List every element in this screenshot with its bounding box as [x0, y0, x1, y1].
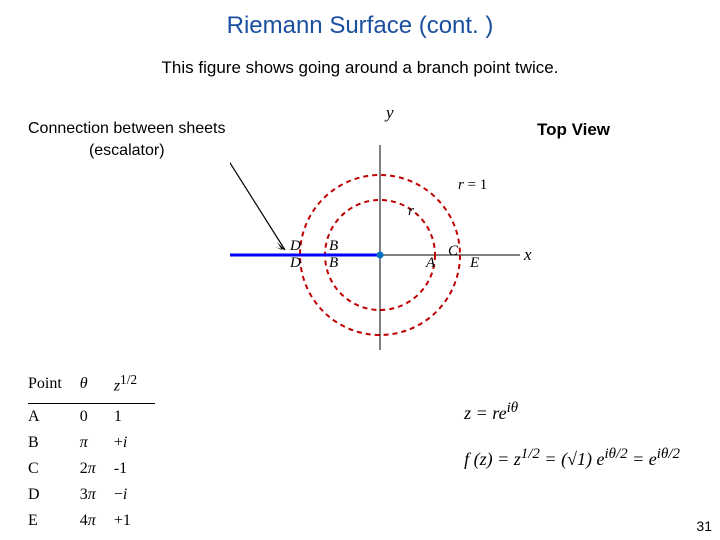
point-B-upper-label: B — [329, 238, 338, 255]
table-header-row: Point θ z1/2 — [28, 370, 155, 404]
page-number: 31 — [696, 518, 712, 534]
subtitle: This figure shows going around a branch … — [0, 58, 720, 78]
point-B-lower-label: B — [329, 255, 338, 272]
point-C-label: C — [448, 243, 458, 260]
cell: π — [80, 434, 88, 451]
formulas: z = reiθ f (z) = z1/2 = (√1) eiθ/2 = eiθ… — [464, 390, 680, 482]
table-row: C2π-1 — [28, 456, 155, 482]
cell: E — [28, 508, 80, 534]
cell: D — [28, 482, 80, 508]
branch-point-diagram: y x A B B C D D E r = 1 r — [230, 105, 530, 355]
cell: A — [28, 404, 80, 431]
cell: -1 — [114, 456, 155, 482]
annotation-escalator: Connection between sheets (escalator) — [28, 118, 225, 161]
th-theta-text: θ — [80, 375, 88, 392]
r-label: r — [408, 203, 414, 220]
th-point: Point — [28, 370, 80, 404]
cell: C — [28, 456, 80, 482]
annotation-line2: (escalator) — [89, 142, 165, 159]
origin-dot — [377, 252, 384, 259]
x-axis-label: x — [524, 245, 532, 265]
r-italic: r — [458, 177, 464, 193]
points-table: Point θ z1/2 A01 Bπ+i C2π-1 D3π−i E4π+1 — [28, 370, 155, 534]
point-A-label: A — [426, 255, 435, 272]
cell: 0 — [80, 404, 114, 431]
table-row: Bπ+i — [28, 430, 155, 456]
y-axis-label: y — [386, 103, 394, 123]
slide-title: Riemann Surface (cont. ) — [0, 0, 720, 40]
table-row: D3π−i — [28, 482, 155, 508]
table-row: A01 — [28, 404, 155, 431]
formula-z: z = reiθ — [464, 390, 680, 436]
point-D-lower-label: D — [290, 255, 301, 272]
point-E-label: E — [470, 255, 479, 272]
cell: B — [28, 430, 80, 456]
top-view-label: Top View — [537, 120, 610, 140]
table-row: E4π+1 — [28, 508, 155, 534]
diagram-svg — [230, 105, 530, 355]
point-D-upper-label: D — [290, 238, 301, 255]
formula-fz: f (z) = z1/2 = (√1) eiθ/2 = eiθ/2 — [464, 436, 680, 482]
table-body: A01 Bπ+i C2π-1 D3π−i E4π+1 — [28, 404, 155, 535]
r-eq-1-label: r = 1 — [458, 177, 487, 194]
th-zhalf: z1/2 — [114, 370, 155, 404]
cell: 1 — [114, 404, 155, 431]
cell: +1 — [114, 508, 155, 534]
annotation-arrow — [230, 147, 285, 250]
annotation-line1: Connection between sheets — [28, 120, 225, 137]
th-theta: θ — [80, 370, 114, 404]
